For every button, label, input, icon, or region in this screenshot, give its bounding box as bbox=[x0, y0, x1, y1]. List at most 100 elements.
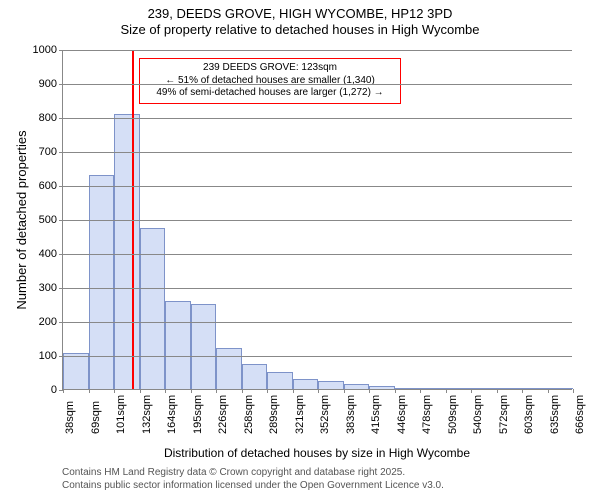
histogram-bar bbox=[471, 388, 497, 389]
title-line-1: 239, DEEDS GROVE, HIGH WYCOMBE, HP12 3PD bbox=[0, 6, 600, 22]
histogram-bar bbox=[369, 386, 395, 389]
gridline bbox=[63, 220, 572, 221]
x-tick-mark bbox=[522, 389, 523, 393]
y-tick-mark bbox=[59, 84, 63, 85]
x-tick-label: 572sqm bbox=[498, 395, 510, 434]
x-tick-label: 509sqm bbox=[447, 395, 459, 434]
x-tick-mark bbox=[369, 389, 370, 393]
x-tick-mark bbox=[63, 389, 64, 393]
x-tick-mark bbox=[165, 389, 166, 393]
x-tick-mark bbox=[114, 389, 115, 393]
y-tick-mark bbox=[59, 186, 63, 187]
x-tick-label: 478sqm bbox=[421, 395, 433, 434]
footer-line-1: Contains HM Land Registry data © Crown c… bbox=[62, 467, 444, 480]
x-tick-label: 164sqm bbox=[166, 395, 178, 434]
y-tick-label: 700 bbox=[1, 146, 57, 158]
chart-area: 239 DEEDS GROVE: 123sqm ← 51% of detache… bbox=[62, 50, 572, 420]
gridline bbox=[63, 288, 572, 289]
histogram-bar bbox=[344, 384, 370, 389]
y-tick-mark bbox=[59, 118, 63, 119]
histogram-bar bbox=[165, 301, 191, 389]
gridline bbox=[63, 186, 572, 187]
x-tick-mark bbox=[267, 389, 268, 393]
x-tick-mark bbox=[293, 389, 294, 393]
histogram-bar bbox=[420, 388, 446, 389]
histogram-bar bbox=[267, 372, 293, 389]
x-tick-mark bbox=[420, 389, 421, 393]
x-tick-mark bbox=[242, 389, 243, 393]
histogram-bar bbox=[522, 388, 548, 389]
histogram-bar bbox=[242, 364, 268, 390]
footer-line-2: Contains public sector information licen… bbox=[62, 480, 444, 493]
y-tick-label: 200 bbox=[1, 316, 57, 328]
y-tick-mark bbox=[59, 356, 63, 357]
histogram-bar bbox=[395, 388, 421, 389]
y-tick-label: 0 bbox=[1, 384, 57, 396]
y-tick-label: 900 bbox=[1, 78, 57, 90]
gridline bbox=[63, 254, 572, 255]
x-tick-label: 195sqm bbox=[192, 395, 204, 434]
histogram-bar bbox=[114, 114, 140, 389]
y-tick-label: 500 bbox=[1, 214, 57, 226]
gridline bbox=[63, 356, 572, 357]
title-block: 239, DEEDS GROVE, HIGH WYCOMBE, HP12 3PD… bbox=[0, 0, 600, 39]
x-tick-label: 69sqm bbox=[90, 401, 102, 434]
x-tick-mark bbox=[548, 389, 549, 393]
x-tick-label: 321sqm bbox=[294, 395, 306, 434]
x-axis-label: Distribution of detached houses by size … bbox=[62, 446, 572, 460]
x-tick-label: 258sqm bbox=[243, 395, 255, 434]
y-tick-label: 1000 bbox=[1, 44, 57, 56]
x-tick-mark bbox=[140, 389, 141, 393]
x-tick-mark bbox=[344, 389, 345, 393]
x-tick-label: 38sqm bbox=[64, 401, 76, 434]
y-tick-mark bbox=[59, 254, 63, 255]
y-tick-mark bbox=[59, 152, 63, 153]
x-tick-mark bbox=[573, 389, 574, 393]
footer-attribution: Contains HM Land Registry data © Crown c… bbox=[62, 467, 444, 492]
histogram-bar bbox=[318, 381, 344, 390]
gridline bbox=[63, 322, 572, 323]
x-tick-mark bbox=[497, 389, 498, 393]
x-tick-label: 289sqm bbox=[268, 395, 280, 434]
histogram-bar bbox=[63, 353, 89, 389]
histogram-bar bbox=[191, 304, 217, 389]
callout-line-3: 49% of semi-detached houses are larger (… bbox=[146, 87, 394, 100]
x-tick-mark bbox=[471, 389, 472, 393]
x-tick-label: 101sqm bbox=[115, 395, 127, 434]
y-tick-label: 100 bbox=[1, 350, 57, 362]
chart-container: 239, DEEDS GROVE, HIGH WYCOMBE, HP12 3PD… bbox=[0, 0, 600, 500]
gridline bbox=[63, 50, 572, 51]
x-tick-label: 383sqm bbox=[345, 395, 357, 434]
x-tick-label: 446sqm bbox=[396, 395, 408, 434]
x-tick-label: 415sqm bbox=[370, 395, 382, 434]
x-tick-mark bbox=[191, 389, 192, 393]
y-tick-label: 800 bbox=[1, 112, 57, 124]
histogram-bar bbox=[548, 388, 574, 389]
histogram-bar bbox=[446, 388, 472, 389]
callout-line-2: ← 51% of detached houses are smaller (1,… bbox=[146, 75, 394, 88]
plot-area: 239 DEEDS GROVE: 123sqm ← 51% of detache… bbox=[62, 50, 572, 390]
x-tick-label: 635sqm bbox=[549, 395, 561, 434]
callout-box: 239 DEEDS GROVE: 123sqm ← 51% of detache… bbox=[139, 58, 401, 104]
y-tick-label: 600 bbox=[1, 180, 57, 192]
x-tick-mark bbox=[395, 389, 396, 393]
y-tick-mark bbox=[59, 50, 63, 51]
x-tick-label: 132sqm bbox=[141, 395, 153, 434]
y-tick-label: 400 bbox=[1, 248, 57, 260]
gridline bbox=[63, 84, 572, 85]
y-tick-mark bbox=[59, 288, 63, 289]
histogram-bar bbox=[216, 348, 242, 389]
x-tick-mark bbox=[318, 389, 319, 393]
x-tick-label: 352sqm bbox=[319, 395, 331, 434]
callout-line-1: 239 DEEDS GROVE: 123sqm bbox=[146, 62, 394, 75]
y-tick-label: 300 bbox=[1, 282, 57, 294]
gridline bbox=[63, 118, 572, 119]
y-tick-mark bbox=[59, 220, 63, 221]
title-line-2: Size of property relative to detached ho… bbox=[0, 22, 600, 38]
x-tick-label: 226sqm bbox=[217, 395, 229, 434]
x-tick-mark bbox=[89, 389, 90, 393]
gridline bbox=[63, 152, 572, 153]
x-tick-label: 666sqm bbox=[574, 395, 586, 434]
histogram-bar bbox=[293, 379, 319, 389]
x-tick-label: 603sqm bbox=[523, 395, 535, 434]
